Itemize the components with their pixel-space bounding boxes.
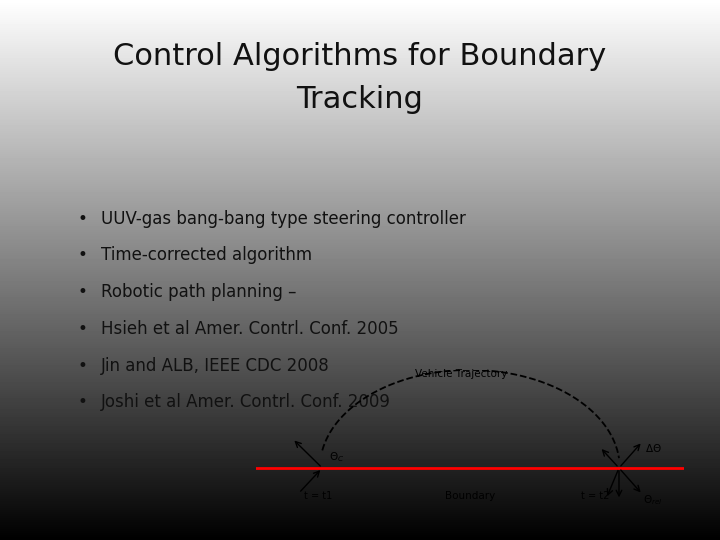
Text: •: • [78,210,88,228]
Text: Vehicle Trajectory: Vehicle Trajectory [415,369,508,379]
Text: •: • [78,283,88,301]
Text: •: • [78,356,88,375]
Text: UUV-gas bang-bang type steering controller: UUV-gas bang-bang type steering controll… [101,210,466,228]
Text: Boundary: Boundary [445,491,495,501]
Text: Hsieh et al Amer. Contrl. Conf. 2005: Hsieh et al Amer. Contrl. Conf. 2005 [101,320,398,338]
Text: Time-corrected algorithm: Time-corrected algorithm [101,246,312,265]
Text: $\Theta_C$: $\Theta_C$ [329,450,344,464]
Text: t = t1: t = t1 [304,491,332,501]
Text: Joshi et al Amer. Contrl. Conf. 2009: Joshi et al Amer. Contrl. Conf. 2009 [101,393,391,411]
Text: •: • [78,246,88,265]
Text: Control Algorithms for Boundary: Control Algorithms for Boundary [113,42,607,71]
Text: t = t2: t = t2 [581,491,610,501]
Text: Tracking: Tracking [297,85,423,114]
Text: •: • [78,320,88,338]
Text: $\Delta\Theta$: $\Delta\Theta$ [644,442,662,454]
Text: $\Theta_{rel}$: $\Theta_{rel}$ [642,493,662,507]
Text: Jin and ALB, IEEE CDC 2008: Jin and ALB, IEEE CDC 2008 [101,356,330,375]
Text: •: • [78,393,88,411]
Text: Robotic path planning –: Robotic path planning – [101,283,297,301]
